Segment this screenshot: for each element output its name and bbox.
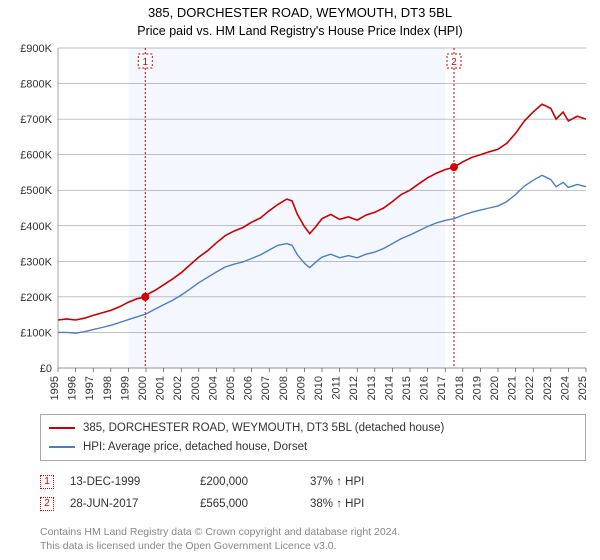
legend-swatch-1 bbox=[49, 427, 75, 429]
chart-subtitle: Price paid vs. HM Land Registry's House … bbox=[0, 22, 600, 42]
chart-area: £0 £100K £200K £300K £400K £500K £600K £700K £80… bbox=[10, 42, 592, 410]
svg-text:1996: 1996 bbox=[67, 376, 79, 400]
svg-text:2000: 2000 bbox=[137, 376, 149, 400]
svg-text:1995: 1995 bbox=[49, 376, 61, 400]
svg-text:2010: 2010 bbox=[313, 376, 325, 400]
event-date-2: 28-JUN-2017 bbox=[70, 498, 200, 510]
svg-text:2024: 2024 bbox=[559, 376, 571, 400]
legend-box: 385, DORCHESTER ROAD, WEYMOUTH, DT3 5BL … bbox=[40, 414, 586, 461]
legend-row-series-1: 385, DORCHESTER ROAD, WEYMOUTH, DT3 5BL … bbox=[49, 419, 577, 437]
event-delta-1: 37% ↑ HPI bbox=[310, 476, 430, 488]
legend-swatch-2 bbox=[49, 446, 75, 448]
events-table: 1 13-DEC-1999 £200,000 37% ↑ HPI 2 28-JU… bbox=[40, 471, 586, 515]
svg-text:2023: 2023 bbox=[542, 376, 554, 400]
chart-title: 385, DORCHESTER ROAD, WEYMOUTH, DT3 5BL bbox=[0, 0, 600, 22]
svg-text:2018: 2018 bbox=[454, 376, 466, 400]
svg-text:2005: 2005 bbox=[225, 376, 237, 400]
svg-text:2003: 2003 bbox=[190, 376, 202, 400]
svg-text:£800K: £800K bbox=[20, 79, 52, 91]
svg-text:£700K: £700K bbox=[20, 114, 52, 126]
event-marker-2: 2 bbox=[40, 497, 54, 511]
event-price-2: £565,000 bbox=[200, 498, 310, 510]
svg-text:2021: 2021 bbox=[507, 376, 519, 400]
svg-text:2011: 2011 bbox=[331, 376, 343, 400]
svg-text:£200K: £200K bbox=[20, 292, 52, 304]
event-marker-1: 1 bbox=[40, 475, 54, 489]
svg-text:2014: 2014 bbox=[383, 376, 395, 400]
svg-text:£600K: £600K bbox=[20, 150, 52, 162]
svg-text:2019: 2019 bbox=[471, 376, 483, 400]
svg-text:2013: 2013 bbox=[366, 376, 378, 400]
svg-text:£900K: £900K bbox=[20, 43, 52, 55]
svg-text:1999: 1999 bbox=[119, 376, 131, 400]
svg-text:2004: 2004 bbox=[207, 376, 219, 400]
legend-label-1: 385, DORCHESTER ROAD, WEYMOUTH, DT3 5BL … bbox=[83, 419, 444, 437]
event-row-2: 2 28-JUN-2017 £565,000 38% ↑ HPI bbox=[40, 493, 586, 515]
svg-text:2008: 2008 bbox=[278, 376, 290, 400]
svg-text:1997: 1997 bbox=[84, 376, 96, 400]
svg-text:2009: 2009 bbox=[295, 376, 307, 400]
svg-text:2015: 2015 bbox=[401, 376, 413, 400]
footer-line-2: This data is licensed under the Open Gov… bbox=[40, 539, 586, 553]
svg-text:£500K: £500K bbox=[20, 185, 52, 197]
svg-text:2: 2 bbox=[451, 57, 457, 68]
svg-text:2001: 2001 bbox=[155, 376, 167, 400]
event-price-1: £200,000 bbox=[200, 476, 310, 488]
svg-text:1998: 1998 bbox=[102, 376, 114, 400]
svg-text:2012: 2012 bbox=[348, 376, 360, 400]
svg-text:£300K: £300K bbox=[20, 257, 52, 269]
svg-text:2006: 2006 bbox=[243, 376, 255, 400]
svg-text:1: 1 bbox=[143, 57, 149, 68]
svg-text:2016: 2016 bbox=[419, 376, 431, 400]
svg-text:2020: 2020 bbox=[489, 376, 501, 400]
footer: Contains HM Land Registry data © Crown c… bbox=[40, 525, 586, 553]
svg-text:2007: 2007 bbox=[260, 376, 272, 400]
footer-line-1: Contains HM Land Registry data © Crown c… bbox=[40, 525, 586, 539]
chart-svg: £0 £100K £200K £300K £400K £500K £600K £700K £80… bbox=[10, 42, 592, 410]
event-date-1: 13-DEC-1999 bbox=[70, 476, 200, 488]
svg-text:2002: 2002 bbox=[172, 376, 184, 400]
legend-row-series-2: HPI: Average price, detached house, Dors… bbox=[49, 438, 577, 456]
svg-text:£0: £0 bbox=[40, 363, 52, 375]
svg-text:2025: 2025 bbox=[577, 376, 589, 400]
legend-label-2: HPI: Average price, detached house, Dors… bbox=[83, 438, 307, 456]
event-row-1: 1 13-DEC-1999 £200,000 37% ↑ HPI bbox=[40, 471, 586, 493]
svg-text:£400K: £400K bbox=[20, 221, 52, 233]
svg-text:2022: 2022 bbox=[524, 376, 536, 400]
svg-text:£100K: £100K bbox=[20, 328, 52, 340]
event-delta-2: 38% ↑ HPI bbox=[310, 498, 430, 510]
svg-text:2017: 2017 bbox=[436, 376, 448, 400]
